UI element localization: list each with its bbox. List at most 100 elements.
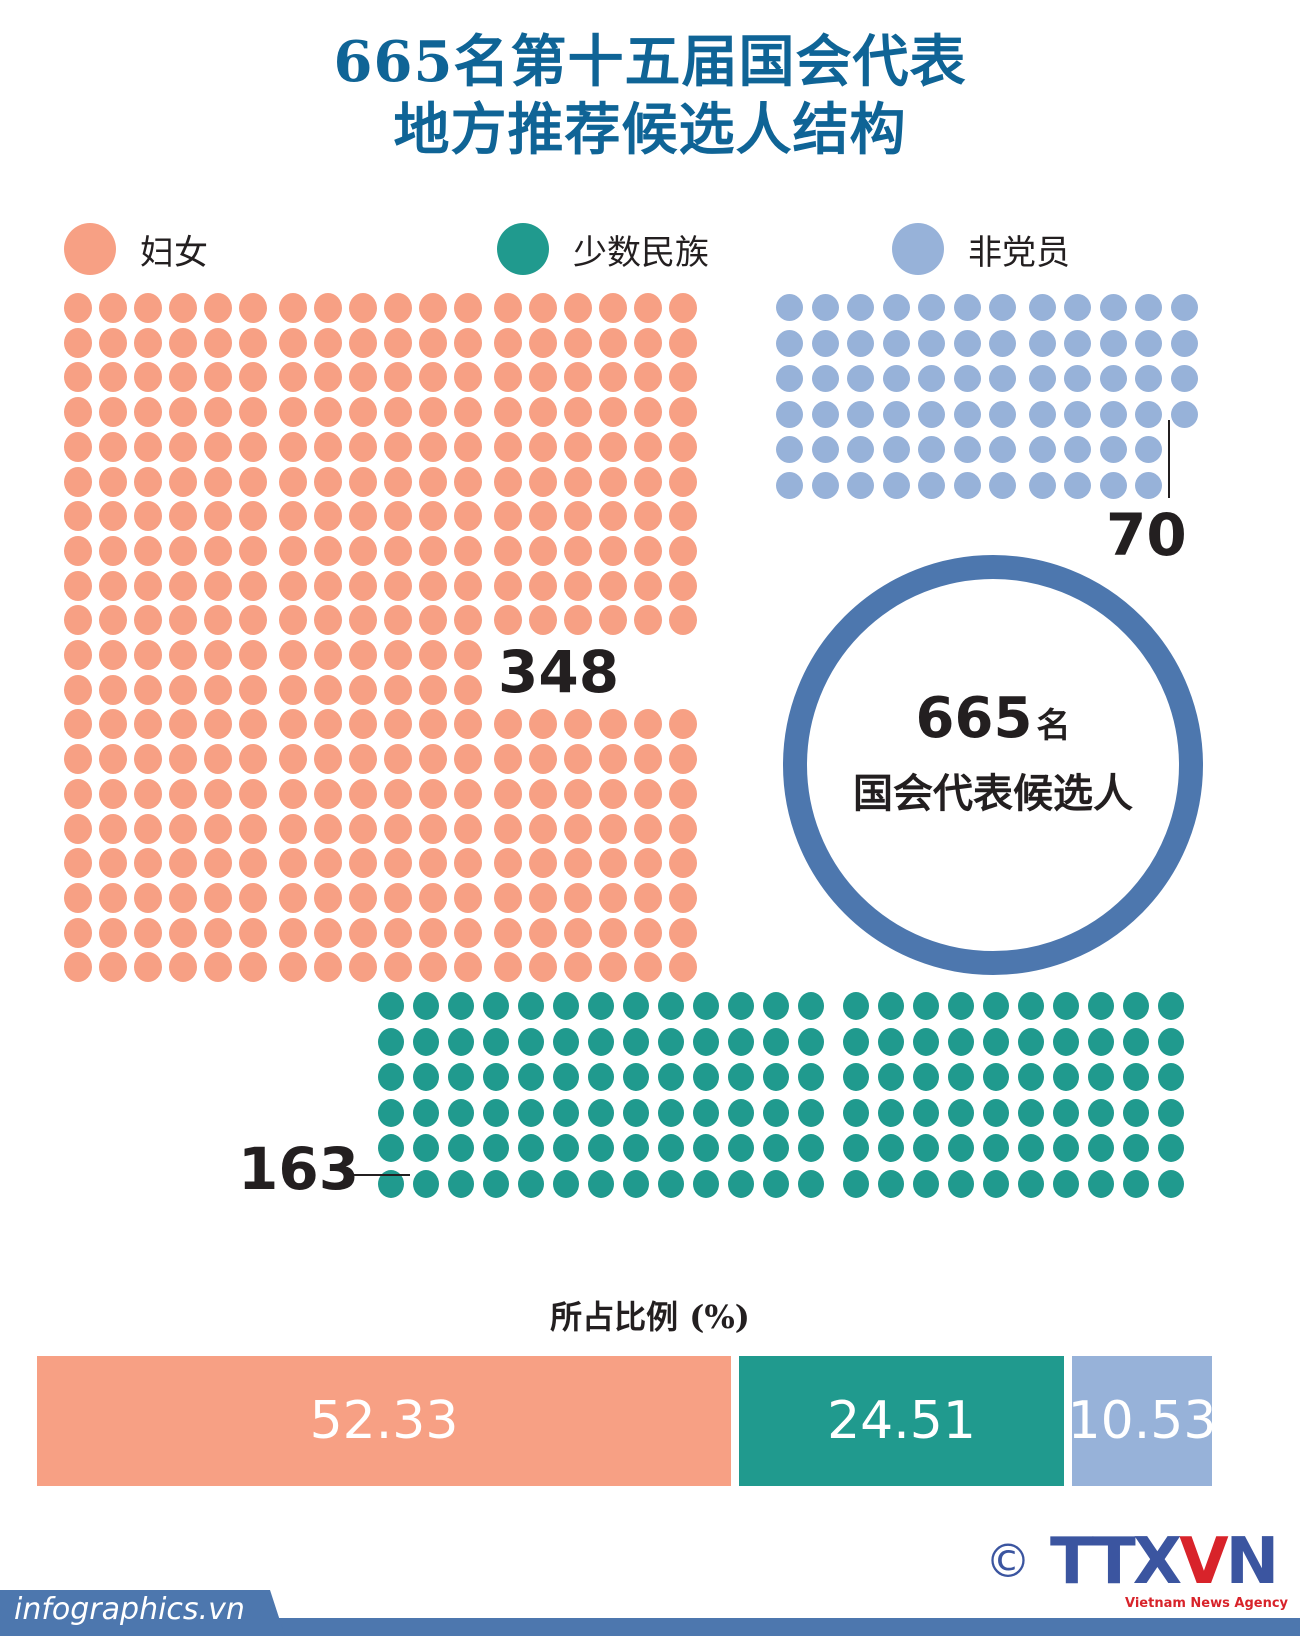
waffle-dot [669, 362, 697, 393]
waffle-dot [983, 1169, 1009, 1198]
waffle-dot [843, 1098, 869, 1127]
waffle-dot [494, 605, 522, 636]
waffle-dot [882, 400, 910, 428]
waffle-dot [349, 466, 377, 497]
waffle-dot [634, 501, 662, 532]
waffle-dot [279, 605, 307, 636]
waffle-dot [413, 1027, 439, 1056]
waffle-dot [349, 570, 377, 601]
waffle-dot [599, 570, 627, 601]
ttxvn-logo: TTXVN [1050, 1525, 1279, 1599]
waffle-dot [599, 431, 627, 462]
waffle-dot [239, 917, 267, 948]
waffle-dot [349, 605, 377, 636]
waffle-dot [378, 1063, 404, 1091]
waffle-dot [384, 293, 412, 323]
waffle-dot [564, 882, 592, 913]
waffle-dot [494, 327, 522, 358]
waffle-dot [1028, 294, 1056, 321]
waffle-dot [169, 848, 197, 879]
waffle-dot [669, 605, 697, 636]
waffle-dot [811, 436, 839, 463]
waffle-dot [483, 992, 509, 1020]
waffle-dot [798, 1063, 824, 1091]
waffle-dot [239, 674, 267, 705]
waffle-dot [776, 471, 803, 499]
waffle-dot [279, 744, 307, 775]
waffle-dot [454, 362, 482, 393]
waffle-dot [384, 362, 412, 393]
waffle-dot [454, 848, 482, 879]
waffle-dot [564, 293, 592, 323]
legend-label-women: 妇女 [140, 232, 208, 273]
waffle-dot [99, 952, 127, 983]
waffle-dot [494, 778, 522, 809]
waffle-dot [419, 327, 447, 358]
waffle-dot [494, 709, 522, 740]
waffle-dot [134, 570, 162, 601]
waffle-dot [384, 778, 412, 809]
waffle-dot [798, 1169, 824, 1198]
waffle-dot [314, 397, 342, 428]
waffle-dot [448, 992, 474, 1020]
waffle-dot [634, 535, 662, 566]
waffle-dot [948, 992, 974, 1020]
waffle-dot [634, 293, 662, 323]
waffle-dot [564, 917, 592, 948]
waffle-dot [847, 329, 874, 357]
waffle-dot [623, 1098, 649, 1127]
waffle-dot [99, 813, 127, 844]
waffle-dot [529, 362, 557, 393]
waffle-dot [314, 605, 342, 636]
waffle-dot [454, 431, 482, 462]
waffle-dot [494, 293, 522, 323]
waffle-dot [1158, 1027, 1184, 1056]
waffle-dot [204, 397, 232, 428]
waffle-dot [776, 400, 803, 428]
waffle-dot [349, 744, 377, 775]
waffle-dot [669, 778, 697, 809]
waffle-dot [658, 1134, 684, 1162]
waffle-dot [529, 535, 557, 566]
waffle-dot [314, 327, 342, 358]
waffle-dot [454, 674, 482, 705]
waffle-dot [776, 294, 803, 321]
waffle-dot [494, 882, 522, 913]
waffle-dot [763, 1063, 789, 1091]
waffle-dot [1088, 1169, 1114, 1198]
waffle-dot [588, 1169, 614, 1198]
waffle-dot [64, 882, 92, 913]
waffle-dot [279, 778, 307, 809]
waffle-dot [448, 1169, 474, 1198]
percent-title: 所占比例 (%) [550, 1298, 750, 1336]
ethnic-leader-line [352, 1174, 410, 1176]
waffle-dot [349, 293, 377, 323]
waffle-dot [419, 640, 447, 670]
waffle-dot [518, 1169, 544, 1198]
waffle-dot [989, 400, 1016, 428]
waffle-dot [99, 501, 127, 532]
waffle-dot [419, 570, 447, 601]
waffle-dot [811, 294, 839, 321]
waffle-dot [239, 466, 267, 497]
waffle-dot [658, 992, 684, 1020]
waffle-dot [204, 605, 232, 636]
waffle-dot [169, 397, 197, 428]
waffle-dot [518, 1027, 544, 1056]
waffle-dot [1123, 1169, 1149, 1198]
waffle-dot [529, 848, 557, 879]
waffle-dot [134, 778, 162, 809]
waffle-dot [314, 744, 342, 775]
waffle-dot [878, 992, 904, 1020]
waffle-dot [599, 709, 627, 740]
waffle-dot [378, 1134, 404, 1162]
waffle-dot [239, 293, 267, 323]
waffle-dot [384, 848, 412, 879]
waffle-dot [314, 813, 342, 844]
footer-site-link[interactable]: infographics.vn [14, 1592, 245, 1627]
waffle-dot [454, 744, 482, 775]
waffle-dot [1170, 365, 1198, 392]
waffle-dot [314, 466, 342, 497]
waffle-dot [349, 848, 377, 879]
waffle-dot [693, 1169, 719, 1198]
